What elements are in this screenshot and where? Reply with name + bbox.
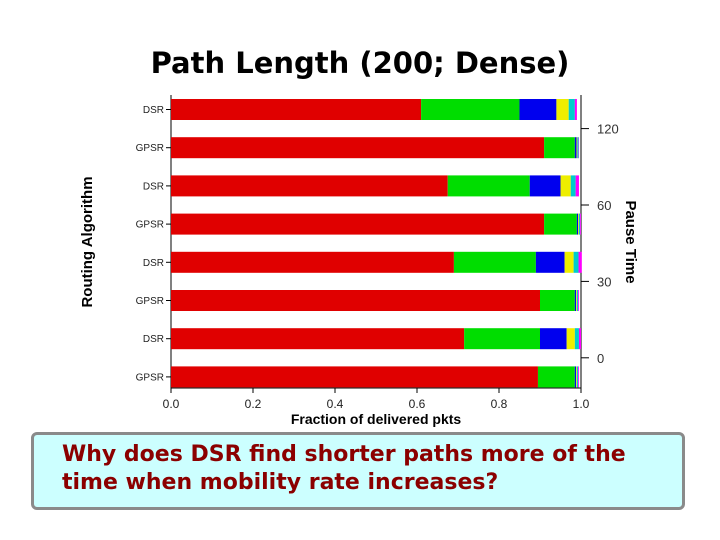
bar-segment-6-5 bbox=[576, 290, 579, 311]
x-tick-label: 0.8 bbox=[491, 397, 508, 411]
x-tick-label: 0.2 bbox=[245, 397, 262, 411]
bar-segment-1-3 bbox=[519, 99, 557, 120]
bar-segment-4-1 bbox=[171, 213, 545, 235]
bar-segment-4-2 bbox=[544, 213, 577, 235]
x-tick-label: 0.6 bbox=[409, 397, 426, 411]
pause-time-label: 120 bbox=[597, 122, 619, 137]
category-label: GPSR bbox=[136, 296, 164, 307]
x-tick-label: 1.0 bbox=[573, 397, 590, 411]
bar-segment-6-4 bbox=[576, 290, 577, 311]
bar-segment-7-1 bbox=[171, 328, 465, 350]
pause-time-label: 60 bbox=[597, 198, 611, 213]
category-label: DSR bbox=[143, 181, 164, 192]
bar-segment-6-1 bbox=[171, 290, 540, 311]
pause-time-label: 0 bbox=[597, 351, 604, 366]
stacked-bar-chart: DSR GPSR DSR GPSR DSR GPSR DSR GPSR 120 60 30 0 0.0 0… bbox=[79, 95, 639, 427]
bar-segment-5-5 bbox=[573, 251, 579, 273]
bar-segment-1-2 bbox=[421, 99, 520, 120]
bar-segment-3-6 bbox=[575, 175, 579, 197]
bar-segment-4-4 bbox=[578, 213, 579, 235]
bar-segment-8-1 bbox=[171, 366, 538, 388]
bar-segment-4-5 bbox=[578, 213, 581, 235]
category-label: DSR bbox=[143, 105, 164, 116]
category-label: DSR bbox=[143, 258, 164, 269]
bar-segment-7-6 bbox=[578, 328, 581, 350]
bar-segment-6-6 bbox=[578, 290, 579, 311]
x-tick-label: 0.4 bbox=[327, 397, 344, 411]
bar-segment-4-3 bbox=[576, 213, 579, 235]
bar-segment-7-5 bbox=[574, 328, 579, 350]
question-text: Why does DSR find shorter paths more of … bbox=[62, 442, 626, 495]
bar-segment-3-2 bbox=[447, 175, 530, 197]
bar-segment-5-3 bbox=[535, 251, 565, 273]
bar-segment-8-5 bbox=[576, 366, 579, 388]
bar-segment-1-5 bbox=[568, 99, 575, 120]
bar-segment-5-1 bbox=[171, 251, 454, 273]
bar-segment-7-4 bbox=[566, 328, 575, 350]
bar-segment-5-6 bbox=[578, 251, 582, 273]
bar-segment-1-1 bbox=[171, 99, 422, 120]
bar-segment-3-3 bbox=[529, 175, 561, 197]
category-label: DSR bbox=[143, 334, 164, 345]
bar-segment-3-5 bbox=[570, 175, 576, 197]
bar-segment-5-4 bbox=[564, 251, 574, 273]
bar-segment-2-5 bbox=[577, 137, 579, 159]
bar-segment-8-3 bbox=[574, 366, 577, 388]
category-label: GPSR bbox=[136, 372, 164, 383]
bar-segment-7-3 bbox=[540, 328, 567, 350]
bar-segment-3-1 bbox=[171, 175, 448, 197]
bar-segment-8-2 bbox=[537, 366, 575, 388]
category-label: GPSR bbox=[136, 143, 164, 154]
bar-segment-3-4 bbox=[560, 175, 571, 197]
y-axis-title: Routing Algorithm bbox=[79, 176, 96, 307]
bar-segment-8-6 bbox=[578, 366, 579, 388]
bar-segment-1-4 bbox=[556, 99, 569, 120]
category-label: GPSR bbox=[136, 220, 164, 231]
x-tick-label: 0.0 bbox=[163, 397, 180, 411]
y2-axis-title: Pause Time bbox=[622, 200, 639, 283]
bar-segment-2-3 bbox=[574, 137, 577, 159]
bar-segment-2-1 bbox=[171, 137, 545, 159]
x-axis-title: Fraction of delivered pkts bbox=[291, 411, 462, 427]
bar-segment-4-6 bbox=[580, 213, 581, 235]
bar-segment-5-2 bbox=[453, 251, 536, 273]
bar-segment-2-2 bbox=[544, 137, 575, 159]
bar-segment-8-4 bbox=[576, 366, 577, 388]
pause-time-label: 30 bbox=[597, 274, 611, 289]
question-callout: Why does DSR find shorter paths more of … bbox=[31, 432, 685, 510]
bar-segment-1-6 bbox=[574, 99, 577, 120]
bar-segment-6-3 bbox=[574, 290, 577, 311]
bar-segment-2-4 bbox=[576, 137, 578, 159]
bar-segment-7-2 bbox=[464, 328, 540, 350]
bar-segment-6-2 bbox=[540, 290, 575, 311]
slide-title: Path Length (200; Dense) bbox=[150, 46, 570, 80]
